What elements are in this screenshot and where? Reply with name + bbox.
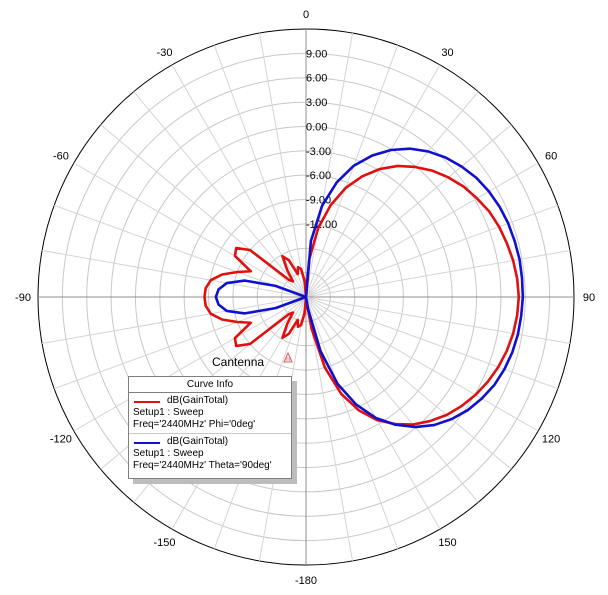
grid-spoke — [53, 204, 307, 298]
grid-spoke — [305, 44, 399, 298]
grid-spoke — [73, 296, 307, 432]
radial-tick-label: -3.00 — [306, 146, 331, 158]
angle-tick-label: -90 — [15, 292, 31, 304]
radial-tick-label: 0.00 — [306, 121, 327, 133]
legend-entry-line1: dB(GainTotal) — [167, 436, 229, 447]
legend-swatch-blue — [134, 442, 160, 444]
angle-tick-label: -30 — [157, 47, 173, 59]
chart-annotation: Cantenna — [212, 355, 264, 369]
grid-spoke — [305, 162, 539, 298]
angle-tick-label: -180 — [295, 575, 317, 587]
radial-tick-label: -6.00 — [306, 170, 331, 182]
angle-tick-label: -120 — [50, 434, 72, 446]
grid-spoke — [305, 124, 512, 298]
legend-entry-line3: Freq='2440MHz' Phi='0deg' — [133, 419, 256, 430]
angle-tick-label: 60 — [545, 151, 557, 163]
grid-spoke — [305, 249, 571, 298]
legend-entry-line2: Setup1 : Sweep — [133, 448, 204, 459]
angle-tick-label: 120 — [542, 434, 560, 446]
grid-spoke — [258, 32, 307, 298]
angle-tick-label: 30 — [441, 47, 453, 59]
grid-spoke — [41, 249, 307, 298]
grid-spoke — [305, 296, 441, 530]
series-line-theta-90deg — [214, 147, 525, 429]
legend-entry-phi[interactable]: dB(GainTotal) Setup1 : Sweep Freq='2440M… — [129, 393, 291, 433]
radial-tick-label: 3.00 — [306, 97, 327, 109]
grid-spoke — [305, 296, 354, 562]
angle-tick-label: -60 — [53, 151, 69, 163]
radial-tick-label: 6.00 — [306, 73, 327, 85]
grid-spoke — [73, 162, 307, 298]
radial-tick-label: 9.00 — [306, 48, 327, 60]
svg-text:m: m — [286, 357, 291, 363]
grid-spoke — [305, 296, 399, 550]
marker-icon: m — [283, 351, 293, 363]
angle-tick-labels: 0 30 60 90 120 150 -180 -150 -120 -90 -60 -30 — [15, 9, 595, 587]
grid-spoke — [53, 296, 307, 390]
grid-spoke — [305, 296, 539, 432]
angle-tick-label: 90 — [583, 292, 595, 304]
legend-entry-line2: Setup1 : Sweep — [133, 407, 204, 418]
angle-tick-label: 0 — [303, 9, 309, 21]
grid-spoke — [213, 44, 307, 298]
grid-spoke — [305, 32, 354, 298]
grid-spoke — [305, 204, 559, 298]
legend-entry-theta[interactable]: dB(GainTotal) Setup1 : Sweep Freq='2440M… — [129, 433, 291, 474]
grid-spoke — [305, 296, 512, 470]
grid-spoke — [305, 296, 479, 503]
radial-tick-labels: 9.006.003.000.00-3.00-6.00-9.00-12.00 — [306, 48, 337, 231]
angle-tick-label: 150 — [438, 537, 456, 549]
grid-spoke — [305, 296, 571, 345]
grid-spoke — [305, 91, 479, 298]
legend-entry-line1: dB(GainTotal) — [167, 395, 229, 406]
angle-tick-label: -150 — [153, 537, 175, 549]
grid-spoke — [305, 64, 441, 298]
legend-swatch-red — [134, 401, 160, 403]
legend-entry-line3: Freq='2440MHz' Theta='90deg' — [133, 460, 272, 471]
grid-spoke — [41, 296, 307, 345]
grid-spoke — [305, 296, 559, 390]
curve-info-legend[interactable]: Curve Info dB(GainTotal) Setup1 : Sweep … — [128, 376, 292, 479]
legend-title: Curve Info — [129, 377, 291, 393]
grid-spoke — [133, 91, 307, 298]
series-lines — [203, 147, 525, 429]
